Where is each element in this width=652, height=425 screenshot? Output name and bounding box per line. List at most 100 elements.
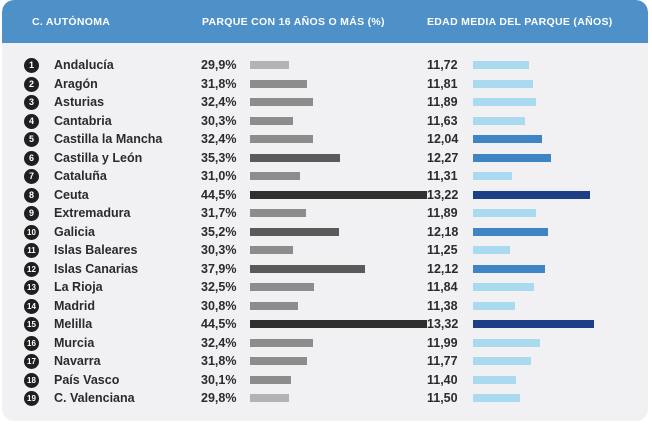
fleet-age-label: 11,81 [427, 76, 458, 91]
fleet-age-label: 11,63 [427, 113, 458, 128]
fleet-pct-bar [250, 320, 427, 328]
table-row: 11 Islas Baleares 30,3% 11,25 [2, 242, 648, 260]
community-name: Navarra [54, 354, 101, 368]
community-name: Islas Canarias [54, 261, 139, 276]
table-row: 19 C. Valenciana 29,8% 11,50 [2, 390, 648, 408]
fleet-age-label: 12,04 [427, 132, 459, 146]
fleet-age-label: 11,40 [427, 372, 458, 387]
community-name: La Rioja [54, 280, 103, 294]
fleet-age-bar [473, 61, 529, 69]
fleet-pct-label: 35,2% [201, 224, 237, 239]
fleet-pct-bar [250, 116, 294, 125]
fleet-pct-label: 32,4% [201, 132, 237, 146]
fleet-age-label: 12,18 [427, 224, 459, 239]
community-name: País Vasco [54, 372, 120, 387]
table-row: 2 Aragón 31,8% 11,81 [2, 76, 648, 94]
fleet-age-bar [473, 227, 548, 236]
fleet-age-bar [473, 79, 533, 88]
fleet-pct-label: 31,0% [201, 169, 237, 183]
community-name: Madrid [54, 298, 95, 313]
row-number-badge: 12 [24, 261, 39, 277]
fleet-pct-label: 29,8% [201, 391, 237, 405]
fleet-age-label: 13,32 [427, 317, 459, 331]
fleet-age-bar [473, 172, 513, 180]
table-row: 6 Castilla y León 35,3% 12,27 [2, 150, 648, 168]
row-number-badge: 14 [24, 298, 39, 314]
fleet-age-label: 12,27 [427, 150, 459, 165]
fleet-age-label: 11,38 [427, 298, 458, 313]
fleet-age-bar [473, 283, 534, 291]
fleet-pct-bar [250, 338, 313, 347]
table-row: 15 Melilla 44,5% 13,32 [2, 316, 648, 334]
fleet-age-bar [473, 357, 531, 365]
fleet-pct-bar [250, 79, 308, 88]
fleet-pct-label: 29,9% [201, 58, 237, 72]
fleet-pct-bar [250, 153, 341, 162]
row-number-badge: 15 [24, 317, 39, 332]
table-row: 13 La Rioja 32,5% 11,84 [2, 279, 648, 297]
row-number-badge: 6 [24, 150, 39, 166]
row-number-badge: 18 [24, 372, 39, 388]
fleet-age-bar [473, 190, 590, 199]
fleet-pct-label: 32,4% [201, 95, 237, 109]
row-number-badge: 11 [24, 243, 39, 258]
fleet-age-label: 11,84 [427, 280, 458, 294]
community-name: Andalucía [54, 58, 114, 72]
fleet-pct-label: 32,4% [201, 335, 237, 350]
table-row: 9 Extremadura 31,7% 11,89 [2, 205, 648, 223]
community-name: Aragón [54, 76, 98, 91]
fleet-pct-bar [250, 227, 340, 236]
fleet-age-bar [473, 338, 540, 347]
fleet-pct-bar [250, 190, 427, 199]
fleet-pct-label: 32,5% [201, 280, 237, 294]
row-number-badge: 5 [24, 132, 39, 147]
community-name: Islas Baleares [54, 243, 138, 257]
table-row: 3 Asturias 32,4% 11,89 [2, 94, 648, 112]
community-name: C. Valenciana [54, 391, 135, 405]
table-row: 17 Navarra 31,8% 11,77 [2, 353, 648, 371]
table-row: 4 Cantabria 30,3% 11,63 [2, 113, 648, 131]
fleet-pct-label: 31,8% [201, 76, 237, 91]
fleet-pct-label: 30,1% [201, 372, 237, 387]
fleet-pct-label: 31,7% [201, 206, 237, 220]
fleet-age-label: 11,77 [427, 354, 458, 368]
table-row: 10 Galicia 35,2% 12,18 [2, 224, 648, 242]
fleet-age-label: 13,22 [427, 187, 459, 202]
fleet-age-label: 12,12 [427, 261, 459, 276]
fleet-age-bar [473, 153, 552, 162]
fleet-pct-bar [250, 209, 307, 217]
fleet-age-bar [473, 246, 510, 254]
table-row: 5 Castilla la Mancha 32,4% 12,04 [2, 131, 648, 149]
row-number-badge: 2 [24, 76, 39, 92]
fleet-age-bar [473, 98, 536, 106]
fleet-pct-bar [250, 246, 294, 254]
fleet-pct-bar [250, 264, 365, 273]
fleet-pct-label: 44,5% [201, 317, 237, 331]
table-row: 7 Cataluña 31,0% 11,31 [2, 168, 648, 186]
header-average-fleet-age: EDAD MEDIA DEL PARQUE (AÑOS) [427, 16, 613, 28]
fleet-pct-bar [250, 357, 308, 365]
fleet-age-bar [473, 394, 520, 402]
fleet-age-bar [473, 375, 516, 384]
table-row: 14 Madrid 30,8% 11,38 [2, 298, 648, 316]
row-number-badge: 4 [24, 113, 39, 129]
fleet-age-label: 11,50 [427, 391, 458, 405]
header-fleet-16-years-pct: PARQUE CON 16 AÑOS O MÁS (%) [202, 16, 385, 28]
table-row: 18 País Vasco 30,1% 11,40 [2, 372, 648, 390]
fleet-pct-label: 31,8% [201, 354, 237, 368]
header-autonomous-community: C. AUTÓNOMA [32, 16, 111, 28]
table-header: C. AUTÓNOMA PARQUE CON 16 AÑOS O MÁS (%)… [2, 0, 648, 43]
fleet-pct-label: 30,3% [201, 113, 237, 128]
fleet-pct-label: 44,5% [201, 187, 237, 202]
community-name: Castilla y León [54, 150, 143, 165]
community-name: Melilla [54, 317, 93, 331]
fleet-age-label: 11,25 [427, 243, 458, 257]
fleet-pct-bar [250, 61, 290, 69]
fleet-age-bar [473, 320, 594, 328]
row-number-badge: 17 [24, 354, 39, 369]
fleet-pct-bar [250, 98, 313, 106]
community-name: Asturias [54, 95, 105, 109]
fleet-age-bar [473, 264, 546, 273]
